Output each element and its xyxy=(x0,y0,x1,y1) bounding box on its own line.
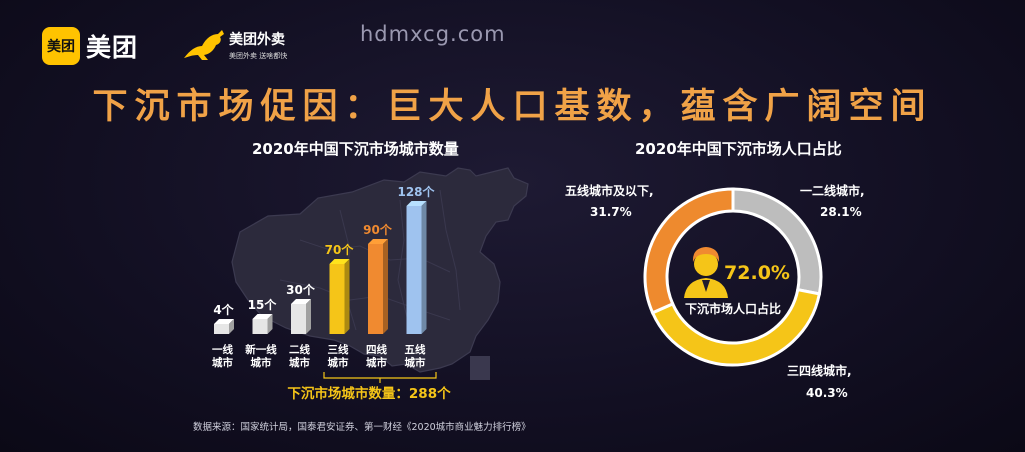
map-inset xyxy=(470,356,490,380)
bar-front-face xyxy=(252,319,268,334)
bar-front-face xyxy=(291,304,306,334)
bar-value-label: 128个 xyxy=(397,184,435,199)
slice-label-tier12: 一二线城市, xyxy=(800,183,865,198)
bar-category-label: 城市 xyxy=(405,356,426,369)
bar-category-label: 一线 xyxy=(212,343,233,356)
slice-label-tier34: 三四线城市, xyxy=(787,363,852,378)
person-icon xyxy=(684,247,728,298)
bar-side-face xyxy=(383,239,388,334)
waimai-logo-slogan: 美团外卖 送啥都快 xyxy=(229,52,288,60)
slice-value-tier5-below: 31.7% xyxy=(590,205,632,219)
bar-top-face xyxy=(252,314,273,319)
bar-side-face xyxy=(421,201,427,334)
bar-side-face xyxy=(306,299,311,334)
bar-front-face xyxy=(406,206,422,334)
bar-value-label: 30个 xyxy=(286,282,316,297)
watermark: hdmxcg.com xyxy=(360,22,506,46)
meituan-logo-badge: 美团 xyxy=(42,27,80,65)
bar-top-face xyxy=(214,319,234,324)
bar-0 xyxy=(214,319,234,334)
bar-category-label: 城市 xyxy=(328,356,349,369)
slice-value-tier12: 28.1% xyxy=(820,205,862,219)
meituan-logo-wordmark: 美团 xyxy=(86,33,139,62)
lower-tier-bracket xyxy=(323,372,437,383)
bar-5 xyxy=(406,201,427,334)
meituan-logo: 美团 美团 xyxy=(42,27,138,65)
bar-value-label: 4个 xyxy=(213,302,234,317)
bar-category-label: 城市 xyxy=(289,356,310,369)
bar-category-label: 城市 xyxy=(251,356,272,369)
waimai-logo-name: 美团外卖 xyxy=(229,32,285,48)
bar-side-face xyxy=(267,314,273,334)
bar-front-face xyxy=(368,244,383,334)
meituan-waimai-logo: 美团外卖 美团外卖 送啥都快 xyxy=(182,28,287,62)
donut-layer xyxy=(643,187,823,367)
bar-2 xyxy=(291,299,311,334)
bar-category-label: 四线 xyxy=(366,343,387,356)
bar-side-face xyxy=(229,319,234,334)
slice-label-tier5-below: 五线城市及以下, xyxy=(565,183,654,198)
kangaroo-icon xyxy=(184,30,224,60)
donut-center-value: 72.0% xyxy=(724,262,790,284)
bar-front-face xyxy=(329,264,345,334)
bar-front-face xyxy=(214,324,229,334)
bar-chart-title: 2020年中国下沉市场城市数量 xyxy=(252,140,459,158)
bar-category-label: 城市 xyxy=(212,356,233,369)
bar-value-label: 90个 xyxy=(363,222,393,237)
slice-value-tier34: 40.3% xyxy=(806,386,848,400)
data-source-note: 数据来源：国家统计局，国泰君安证券、第一财经《2020城市商业魅力排行榜》 xyxy=(193,422,531,433)
bar-side-face xyxy=(344,259,350,334)
lower-tier-total-label: 下沉市场城市数量：288个 xyxy=(287,385,451,402)
bar-top-face xyxy=(406,201,427,206)
bar-category-label: 新一线 xyxy=(245,343,277,356)
donut-slice-2 xyxy=(643,187,735,315)
page-title: 下沉市场促因：巨大人口基数，蕴含广阔空间 xyxy=(92,87,933,127)
bar-category-label: 二线 xyxy=(289,343,310,356)
bar-4 xyxy=(368,239,388,334)
bar-category-label: 城市 xyxy=(366,356,387,369)
bar-layer: 4个一线城市15个新一线城市30个二线城市70个三线城市90个四线城市128个五… xyxy=(212,184,436,369)
donut-chart-title: 2020年中国下沉市场人口占比 xyxy=(635,140,842,158)
bar-top-face xyxy=(368,239,388,244)
bar-value-label: 70个 xyxy=(325,242,355,257)
bar-category-label: 三线 xyxy=(328,343,349,356)
donut-slice-1 xyxy=(650,287,822,367)
bar-value-label: 15个 xyxy=(248,297,278,312)
bar-3 xyxy=(329,259,350,334)
donut-center-label: 下沉市场人口占比 xyxy=(685,301,781,316)
bar-1 xyxy=(252,314,273,334)
bar-top-face xyxy=(329,259,350,264)
bar-top-face xyxy=(291,299,311,304)
bar-category-label: 五线 xyxy=(405,343,426,356)
